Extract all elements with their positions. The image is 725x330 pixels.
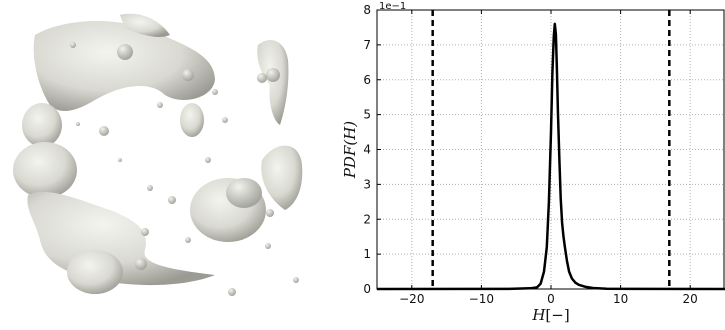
interface-sheet [257,40,289,125]
y-axis-label: PDF(H) [341,121,359,179]
droplet [222,117,228,123]
droplet [182,69,194,81]
x-tick-label: 20 [683,292,698,306]
droplet [118,158,122,162]
droplet [141,228,149,236]
interface-sheet [261,145,303,210]
x-axis-label: H[−] [531,306,569,324]
droplet [168,196,176,204]
threshold-lines [431,10,671,289]
interface-sheet [33,20,215,112]
isosurface-render-image [0,0,330,326]
droplet [76,122,80,126]
droplet [13,142,77,198]
interface-sheet [120,13,170,38]
y-scale-label: 1e−1 [379,1,406,12]
y-tick-label: 7 [363,38,371,52]
y-tick-label: 5 [363,108,371,122]
x-axis-label-var: H [531,306,546,324]
y-tick-label: 2 [363,212,371,226]
y-tick-label: 1 [363,247,371,261]
y-tick-label: 4 [363,143,371,157]
x-tick-label: 10 [613,292,628,306]
droplet [67,250,123,294]
ticks: −20 −10 0 10 20 0 1 2 3 4 5 6 7 8 [363,3,697,306]
droplet [185,237,191,243]
droplet [99,126,109,136]
droplet [147,185,153,191]
y-tick-label: 6 [363,73,371,87]
droplet [266,68,280,82]
isosurface-render-svg [13,13,303,296]
x-tick-label: 0 [547,292,555,306]
droplet [228,288,236,296]
pdf-chart-svg: −20 −10 0 10 20 0 1 2 3 4 5 6 7 8 1e−1 PDF(H) H[−] [341,1,725,324]
pdf-curve [376,22,725,291]
y-tick-label: 8 [363,3,371,17]
x-axis-label-unit: [−] [545,306,569,324]
droplet [180,103,204,137]
droplet [117,44,133,60]
droplet [293,277,299,283]
droplet [265,243,271,249]
x-tick-label: −20 [399,292,424,306]
x-tick-label: −10 [469,292,494,306]
pdf-plot: −20 −10 0 10 20 0 1 2 3 4 5 6 7 8 1e−1 PDF(H) H[−] [330,0,725,326]
droplet [212,89,218,95]
droplet [205,157,211,163]
droplet [157,102,163,108]
y-tick-label: 3 [363,177,371,191]
droplet [257,73,267,83]
y-tick-label: 0 [363,282,371,296]
droplet [266,209,274,217]
droplet [70,42,76,48]
droplet [226,178,262,208]
droplet [22,103,62,147]
droplet [135,258,147,270]
